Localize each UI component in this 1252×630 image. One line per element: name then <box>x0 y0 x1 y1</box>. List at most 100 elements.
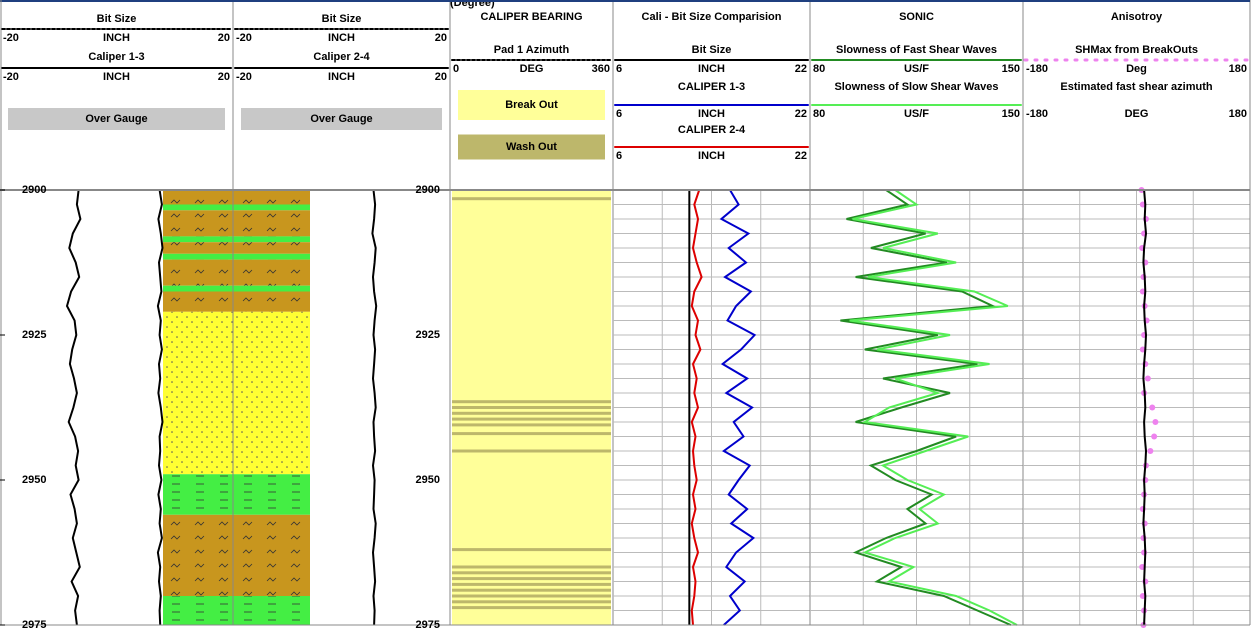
washout-band <box>452 600 611 604</box>
track-title: Slowness of Fast Shear Waves <box>836 44 997 56</box>
lithology-pattern <box>163 253 310 260</box>
washout-band <box>452 406 611 409</box>
scale-unit: INCH <box>328 71 355 83</box>
scale-min: 80 <box>813 63 825 75</box>
scale-unit: INCH <box>328 32 355 44</box>
legend-box <box>458 90 605 120</box>
curve-dot <box>1151 433 1158 440</box>
scale-unit: DEG <box>520 63 544 75</box>
lithology-pattern <box>163 236 310 243</box>
lithology-pattern <box>163 210 310 237</box>
scale-min: 6 <box>616 150 622 162</box>
scale-unit: INCH <box>698 150 725 162</box>
track-title: Bit Size <box>692 44 732 56</box>
log-curve <box>690 189 703 626</box>
scale-max: 150 <box>1002 108 1020 120</box>
legend-box <box>8 108 225 130</box>
depth-label: 2950 <box>22 474 46 486</box>
scale-max: 20 <box>218 32 230 44</box>
scale-unit: DEG <box>1125 108 1149 120</box>
washout-band <box>452 449 611 453</box>
scale-min: -180 <box>1026 63 1048 75</box>
legend-box-label: Over Gauge <box>85 113 147 125</box>
depth-label: 2900 <box>416 184 440 196</box>
track-title: SHMax from BreakOuts <box>1075 44 1198 56</box>
track-title: Anisotroy <box>1111 11 1163 23</box>
washout-band <box>452 400 611 404</box>
track-title: Bit Size <box>97 13 137 25</box>
washout-band <box>452 417 611 421</box>
log-curve <box>849 189 1018 626</box>
scale-max: 20 <box>435 32 447 44</box>
log-curve <box>156 189 164 626</box>
lithology-pattern <box>163 259 310 286</box>
scale-min: -180 <box>1026 108 1048 120</box>
scale-max: 22 <box>795 108 807 120</box>
legend-box <box>458 134 605 160</box>
scale-max: 22 <box>795 63 807 75</box>
scale-min: -20 <box>3 71 19 83</box>
washout-band <box>452 594 611 598</box>
scale-max: 360 <box>592 63 610 75</box>
scale-min: -20 <box>236 71 252 83</box>
washout-band <box>452 432 611 436</box>
washout-band <box>452 571 611 575</box>
scale-min: 80 <box>813 108 825 120</box>
lithology-pattern <box>163 204 310 211</box>
depth-label: 2925 <box>22 329 46 341</box>
depth-label: 2925 <box>416 329 440 341</box>
lithology-pattern <box>163 190 310 205</box>
scale-min: -20 <box>236 32 252 44</box>
track-title: CALIPER 2-4 <box>678 124 746 136</box>
washout-band <box>452 565 611 569</box>
curve-dot <box>1144 375 1151 382</box>
washout-band <box>452 411 611 415</box>
track-title: Slowness of Slow Shear Waves <box>834 81 998 93</box>
track-title: Estimated fast shear azimuth <box>1060 81 1212 93</box>
lithology-pattern <box>163 285 310 292</box>
washout-band <box>452 577 611 581</box>
log-curve <box>719 189 757 626</box>
legend-box-label: Break Out <box>505 99 558 111</box>
log-curve <box>840 189 1012 626</box>
track-title: Caliper 1-3 <box>88 51 144 63</box>
log-curve <box>1142 189 1148 626</box>
curve-dot <box>1152 419 1159 425</box>
scale-unit: Deg <box>1126 63 1147 75</box>
curve-dot <box>1149 404 1156 411</box>
washout-band <box>452 588 611 592</box>
track-title: Bit Size <box>322 13 362 25</box>
scale-unit: INCH <box>698 63 725 75</box>
lithology-pattern <box>163 291 310 312</box>
legend-box-label: Over Gauge <box>310 113 372 125</box>
lithology-pattern <box>163 514 310 596</box>
scale-max: 20 <box>435 71 447 83</box>
lithology-pattern <box>163 311 310 475</box>
track-title: Cali - Bit Size Comparision <box>642 11 782 23</box>
scale-min: 6 <box>616 108 622 120</box>
lithology-pattern <box>163 242 310 254</box>
lithology-pattern <box>163 596 310 625</box>
washout-band <box>452 582 611 586</box>
scale-unit: US/F <box>904 108 929 120</box>
depth-label: 2975 <box>22 619 46 630</box>
depth-label: 2950 <box>416 474 440 486</box>
legend-box <box>241 108 442 130</box>
legend-box-label: Wash Out <box>506 141 557 153</box>
washout-band <box>452 197 611 201</box>
scale-min: 0 <box>453 63 459 75</box>
scale-unit: INCH <box>698 108 725 120</box>
log-curve <box>65 189 82 626</box>
washout-band <box>452 606 611 610</box>
scale-max: 22 <box>795 150 807 162</box>
scale-unit: US/F <box>904 63 929 75</box>
lithology-pattern <box>163 474 310 515</box>
track-title: Pad 1 Azimuth <box>494 44 570 56</box>
overflow-label: (Degree) <box>450 0 495 9</box>
washout-band <box>452 548 611 552</box>
curve-dot <box>1147 448 1154 454</box>
depth-label: 2975 <box>416 619 440 630</box>
washout-band <box>452 423 611 427</box>
track-title: Caliper 2-4 <box>313 51 370 63</box>
